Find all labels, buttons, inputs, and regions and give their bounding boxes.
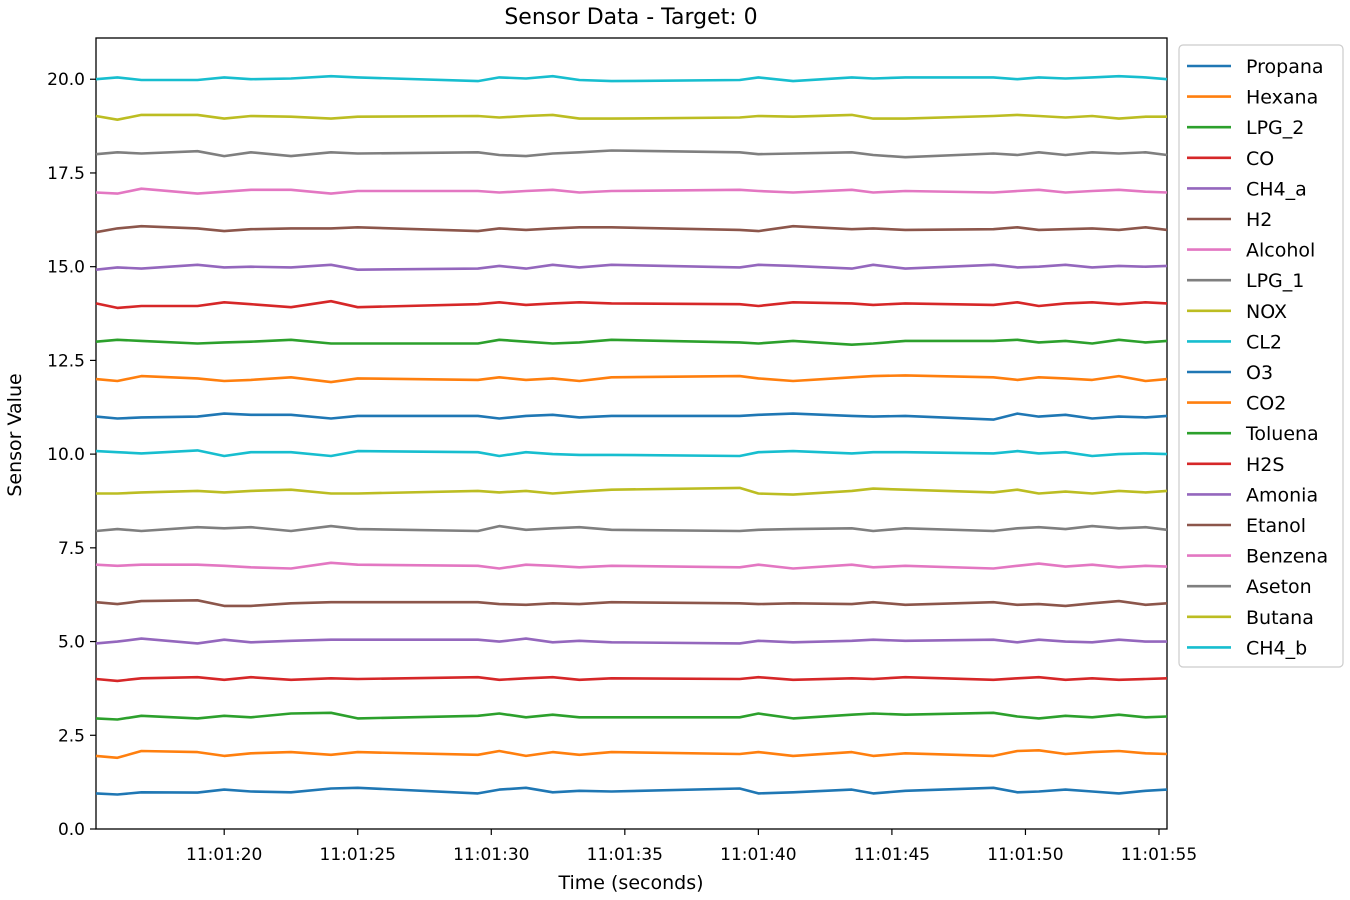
chart-title: Sensor Data - Target: 0 [504, 5, 757, 30]
legend: Propana Hexana LPG_2 CO CH4_a H2 Alcohol LPG_1 N… [1178, 44, 1344, 668]
series-layer [95, 74, 1168, 796]
x-tick-label: 11:01:30 [453, 845, 529, 865]
series-line-aseton [95, 524, 1168, 533]
legend-label: CL2 [1246, 331, 1282, 353]
legend-box [1178, 44, 1344, 668]
legend-label: CH4_b [1246, 637, 1307, 659]
y-tick-label: 20.0 [47, 70, 85, 90]
series-line-ch4_a [95, 637, 1167, 645]
plot-frame [95, 37, 1168, 830]
y-tick-label: 0.0 [58, 820, 85, 840]
x-axis: 11:01:20 11:01:25 11:01:30 11:01:35 11:01:40… [186, 829, 1197, 865]
x-tick-label: 11:01:55 [1121, 845, 1197, 865]
legend-label: CO [1246, 148, 1274, 170]
x-tick-label: 11:01:25 [320, 845, 396, 865]
y-tick-label: 5.0 [58, 633, 85, 653]
series-line-cl2 [95, 74, 1168, 83]
series-line-etanol [95, 224, 1168, 234]
series-line-ch4_b [95, 449, 1168, 458]
x-axis-label: Time (seconds) [557, 872, 703, 894]
series-line-lpg_1 [95, 149, 1168, 159]
legend-label: LPG_2 [1246, 117, 1304, 139]
x-tick-label: 11:01:45 [854, 845, 930, 865]
series-line-co [95, 675, 1168, 683]
y-tick-label: 2.5 [58, 726, 85, 746]
x-tick-label: 11:01:35 [587, 845, 663, 865]
legend-label: NOX [1246, 301, 1287, 323]
series-line-h2s [95, 299, 1168, 310]
legend-label: CO2 [1246, 393, 1286, 415]
legend-label: Alcohol [1246, 240, 1315, 262]
legend-label: LPG_1 [1246, 270, 1304, 292]
legend-label: Etanol [1246, 515, 1306, 537]
x-tick-label: 11:01:20 [186, 845, 262, 865]
legend-label: CH4_a [1246, 178, 1307, 200]
legend-label: H2 [1246, 209, 1272, 231]
legend-label: Toluena [1245, 423, 1319, 445]
series-line-h2 [95, 598, 1168, 608]
y-tick-label: 10.0 [47, 445, 85, 465]
y-tick-label: 17.5 [47, 164, 85, 184]
y-tick-label: 15.0 [47, 258, 85, 278]
legend-label: Propana [1246, 56, 1324, 78]
x-tick-label: 11:01:40 [720, 845, 796, 865]
series-line-alcohol [95, 561, 1168, 570]
legend-label: Butana [1246, 607, 1314, 629]
series-line-nox [95, 113, 1167, 121]
series-line-benzena [95, 187, 1168, 195]
series-line-butana [96, 486, 1168, 496]
legend-label: Amonia [1246, 484, 1318, 506]
plot-area [95, 37, 1168, 830]
y-tick-label: 7.5 [58, 539, 85, 559]
legend-label: Benzena [1246, 546, 1328, 568]
legend-label: H2S [1246, 454, 1284, 476]
series-line-co2 [95, 374, 1168, 384]
series-line-propana [95, 786, 1168, 796]
legend-label: Aseton [1246, 576, 1312, 598]
x-tick-label: 11:01:50 [987, 845, 1063, 865]
y-tick-label: 12.5 [47, 351, 85, 371]
y-axis: 0.0 2.5 5.0 7.5 10.0 12.5 15.0 17.5 20.0 [47, 70, 96, 840]
series-line-amonia [95, 263, 1168, 272]
y-axis-label: Sensor Value [4, 373, 26, 496]
series-line-o3 [95, 412, 1168, 421]
series-line-lpg_2 [95, 711, 1168, 721]
legend-label: Hexana [1246, 87, 1318, 109]
series-line-hexana [95, 748, 1168, 760]
legend-label: O3 [1246, 362, 1273, 384]
series-line-toluena [95, 338, 1168, 347]
